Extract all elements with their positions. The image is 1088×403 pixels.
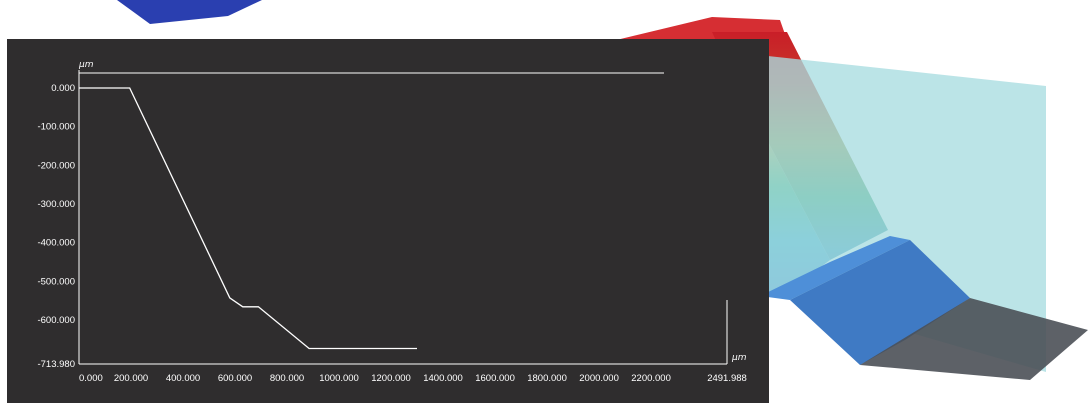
x-tick-label: 400.000 [166,373,200,384]
x-tick-label: 2491.988 [707,373,747,384]
y-tick-labels: 0.000 -100.000 -200.000 -300.000 -400.000 -50… [37,83,75,370]
y-tick-label: 0.000 [51,83,75,94]
x-tick-label: 1600.000 [475,373,515,384]
x-tick-label: 1800.000 [527,373,567,384]
x-tick-labels: 0.000 200.000 400.000 600.000 800.000 1000.00… [79,373,747,384]
chart-axes [78,70,728,365]
y-tick-label: -200.000 [37,160,75,171]
y-tick-label: -600.000 [37,315,75,326]
profile-line [79,87,417,350]
y-tick-label: -300.000 [37,199,75,210]
profile-series [79,87,417,350]
x-tick-label: 1000.000 [319,373,359,384]
x-tick-label: 600.000 [218,373,252,384]
y-tick-label: -400.000 [37,238,75,249]
x-tick-label: 2000.000 [579,373,619,384]
x-tick-label: 800.000 [270,373,304,384]
profile-panel [7,39,769,403]
y-unit-label: μm [78,60,94,70]
x-unit-label: μm [731,353,747,363]
x-tick-label: 200.000 [114,373,148,384]
x-tick-label: 1400.000 [423,373,463,384]
x-tick-label: 0.000 [79,373,103,384]
y-tick-label: -100.000 [37,122,75,133]
y-tick-label: -713.980 [37,359,75,370]
y-tick-label: -500.000 [37,276,75,287]
x-tick-label: 1200.000 [371,373,411,384]
x-tick-label: 2200.000 [631,373,671,384]
